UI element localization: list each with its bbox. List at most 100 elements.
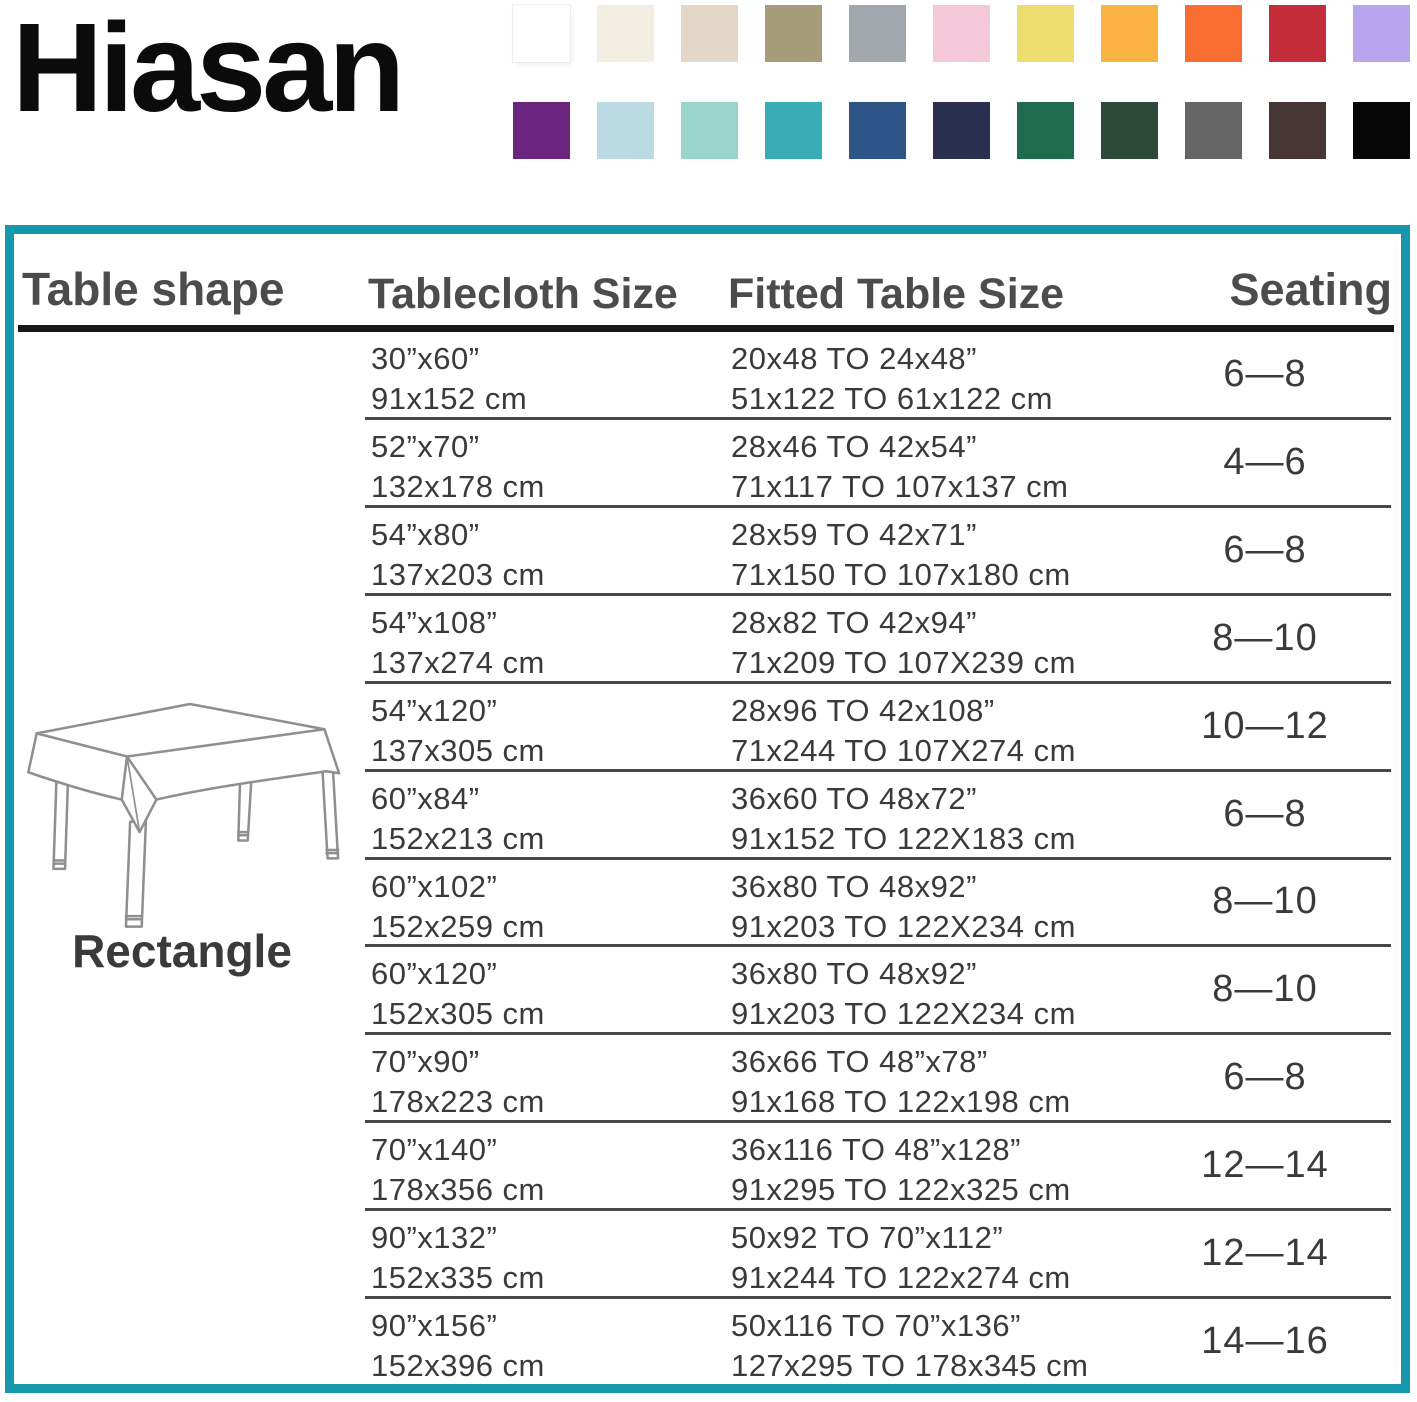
seating-capacity: 6—8 bbox=[1223, 792, 1307, 835]
fitted-size-cm: 91x244 TO 122x274 cm bbox=[731, 1260, 1071, 1296]
size-row: 60”x120” 152x305 cm 36x80 TO 48x92” 91x2… bbox=[365, 947, 1391, 1036]
tablecloth-size-cm: 152x305 cm bbox=[371, 996, 545, 1032]
fitted-size-cm: 91x295 TO 122x325 cm bbox=[731, 1172, 1071, 1208]
tablecloth-size-cell: 70”x140” 178x356 cm bbox=[371, 1130, 545, 1210]
tablecloth-size-cm: 91x152 cm bbox=[371, 381, 528, 416]
tablecloth-size-inches: 54”x108” bbox=[371, 604, 498, 640]
tablecloth-size-inches: 52”x70” bbox=[371, 428, 480, 464]
table-shape-cell: Rectangle bbox=[14, 332, 365, 1384]
tablecloth-size-cm: 137x203 cm bbox=[371, 556, 545, 592]
tablecloth-size-inches: 70”x140” bbox=[371, 1132, 498, 1168]
tablecloth-size-cell: 30”x60” 91x152 cm bbox=[371, 339, 527, 419]
tablecloth-size-cell: 90”x132” 152x335 cm bbox=[371, 1218, 545, 1298]
column-header-fitted-table-size: Fitted Table Size bbox=[728, 270, 1065, 318]
fitted-table-size-cell: 28x96 TO 42x108” 71x244 TO 107X274 cm bbox=[731, 691, 1076, 771]
size-rows: 30”x60” 91x152 cm 20x48 TO 24x48” 51x122… bbox=[365, 332, 1391, 1384]
color-swatch bbox=[681, 102, 738, 159]
size-row: 52”x70” 132x178 cm 28x46 TO 42x54” 71x11… bbox=[365, 420, 1391, 508]
color-swatch bbox=[681, 5, 738, 62]
fitted-table-size-cell: 36x80 TO 48x92” 91x203 TO 122X234 cm bbox=[731, 867, 1076, 947]
fitted-size-cm: 127x295 TO 178x345 cm bbox=[731, 1348, 1089, 1384]
color-swatch bbox=[1101, 5, 1158, 62]
fitted-table-size-cell: 50x116 TO 70”x136” 127x295 TO 178x345 cm bbox=[731, 1306, 1088, 1386]
color-swatch bbox=[1353, 102, 1410, 159]
tablecloth-size-cm: 152x213 cm bbox=[371, 820, 545, 856]
color-swatch bbox=[1185, 102, 1242, 159]
tablecloth-size-inches: 60”x120” bbox=[371, 956, 498, 992]
fitted-table-size-cell: 28x59 TO 42x71” 71x150 TO 107x180 cm bbox=[731, 515, 1071, 595]
color-swatch bbox=[1017, 102, 1074, 159]
fitted-size-inches: 36x80 TO 48x92” bbox=[731, 956, 977, 992]
fitted-size-cm: 51x122 TO 61x122 cm bbox=[731, 381, 1053, 416]
color-swatch bbox=[1185, 5, 1242, 62]
fitted-table-size-cell: 36x60 TO 48x72” 91x152 TO 122X183 cm bbox=[731, 779, 1076, 859]
tablecloth-size-cm: 152x396 cm bbox=[371, 1348, 545, 1384]
seating-capacity: 8—10 bbox=[1212, 880, 1318, 923]
tablecloth-size-cell: 90”x156” 152x396 cm bbox=[371, 1306, 545, 1386]
size-row: 60”x84” 152x213 cm 36x60 TO 48x72” 91x15… bbox=[365, 772, 1391, 860]
size-row: 90”x156” 152x396 cm 50x116 TO 70”x136” 1… bbox=[365, 1299, 1391, 1384]
color-swatch bbox=[513, 102, 570, 159]
color-swatch bbox=[1269, 5, 1326, 62]
tablecloth-size-inches: 60”x102” bbox=[371, 868, 498, 904]
tablecloth-size-inches: 90”x156” bbox=[371, 1308, 498, 1344]
seating-capacity: 6—8 bbox=[1223, 528, 1307, 571]
size-row: 54”x80” 137x203 cm 28x59 TO 42x71” 71x15… bbox=[365, 508, 1391, 596]
color-swatch bbox=[765, 5, 822, 62]
fitted-size-cm: 91x168 TO 122x198 cm bbox=[731, 1084, 1071, 1120]
size-row: 90”x132” 152x335 cm 50x92 TO 70”x112” 91… bbox=[365, 1211, 1391, 1300]
tablecloth-size-cell: 60”x102” 152x259 cm bbox=[371, 867, 545, 947]
seating-capacity: 10—12 bbox=[1201, 704, 1329, 747]
color-swatch bbox=[1101, 102, 1158, 159]
fitted-table-size-cell: 36x80 TO 48x92” 91x203 TO 122X234 cm bbox=[731, 954, 1076, 1034]
fitted-size-inches: 36x66 TO 48”x78” bbox=[731, 1044, 988, 1080]
seating-capacity: 8—10 bbox=[1212, 968, 1318, 1011]
fitted-size-cm: 91x203 TO 122X234 cm bbox=[731, 908, 1076, 944]
tablecloth-size-inches: 70”x90” bbox=[371, 1044, 480, 1080]
header-divider bbox=[18, 325, 1394, 332]
seating-capacity: 14—16 bbox=[1201, 1320, 1329, 1363]
tablecloth-size-inches: 60”x84” bbox=[371, 780, 480, 816]
color-swatch bbox=[597, 5, 654, 62]
fitted-table-size-cell: 28x46 TO 42x54” 71x117 TO 107x137 cm bbox=[731, 427, 1068, 507]
brand-logo: Hiasan bbox=[12, 0, 405, 138]
color-swatch bbox=[765, 102, 822, 159]
seating-capacity: 6—8 bbox=[1223, 1056, 1307, 1099]
fitted-size-cm: 71x117 TO 107x137 cm bbox=[731, 468, 1069, 504]
fitted-size-inches: 20x48 TO 24x48” bbox=[731, 341, 977, 376]
tablecloth-size-cm: 152x335 cm bbox=[371, 1260, 545, 1296]
size-row: 60”x102” 152x259 cm 36x80 TO 48x92” 91x2… bbox=[365, 860, 1391, 948]
color-swatch bbox=[513, 5, 570, 62]
tablecloth-size-inches: 90”x132” bbox=[371, 1220, 498, 1256]
column-header-seating: Seating bbox=[1229, 264, 1392, 315]
fitted-table-size-cell: 36x116 TO 48”x128” 91x295 TO 122x325 cm bbox=[731, 1130, 1071, 1210]
tablecloth-size-cm: 178x223 cm bbox=[371, 1084, 545, 1120]
fitted-size-inches: 28x46 TO 42x54” bbox=[731, 428, 977, 464]
tablecloth-size-inches: 30”x60” bbox=[371, 341, 480, 376]
tablecloth-size-cell: 60”x120” 152x305 cm bbox=[371, 954, 545, 1034]
fitted-size-cm: 91x203 TO 122X234 cm bbox=[731, 996, 1076, 1032]
tablecloth-size-cm: 152x259 cm bbox=[371, 908, 545, 944]
seating-capacity: 8—10 bbox=[1212, 616, 1318, 659]
seating-capacity: 12—14 bbox=[1201, 1232, 1329, 1275]
color-swatch bbox=[849, 102, 906, 159]
color-swatch bbox=[1269, 102, 1326, 159]
fitted-size-cm: 91x152 TO 122X183 cm bbox=[731, 820, 1076, 856]
fitted-table-size-cell: 50x92 TO 70”x112” 91x244 TO 122x274 cm bbox=[731, 1218, 1071, 1298]
tablecloth-size-cm: 137x305 cm bbox=[371, 732, 545, 768]
seating-capacity: 6—8 bbox=[1223, 352, 1307, 395]
color-swatch-grid bbox=[513, 5, 1410, 159]
fitted-size-inches: 36x80 TO 48x92” bbox=[731, 868, 977, 904]
fitted-size-cm: 71x209 TO 107X239 cm bbox=[731, 644, 1076, 680]
shape-label: Rectangle bbox=[72, 925, 292, 977]
tablecloth-size-cell: 54”x80” 137x203 cm bbox=[371, 515, 545, 595]
rectangle-tablecloth-icon bbox=[27, 702, 341, 928]
tablecloth-size-cm: 178x356 cm bbox=[371, 1172, 545, 1208]
size-row: 54”x108” 137x274 cm 28x82 TO 42x94” 71x2… bbox=[365, 596, 1391, 684]
seating-capacity: 12—14 bbox=[1201, 1144, 1329, 1187]
fitted-size-inches: 28x82 TO 42x94” bbox=[731, 604, 977, 640]
fitted-size-inches: 50x116 TO 70”x136” bbox=[731, 1308, 1021, 1344]
size-row: 54”x120” 137x305 cm 28x96 TO 42x108” 71x… bbox=[365, 684, 1391, 772]
fitted-table-size-cell: 36x66 TO 48”x78” 91x168 TO 122x198 cm bbox=[731, 1042, 1071, 1122]
color-swatch bbox=[597, 102, 654, 159]
